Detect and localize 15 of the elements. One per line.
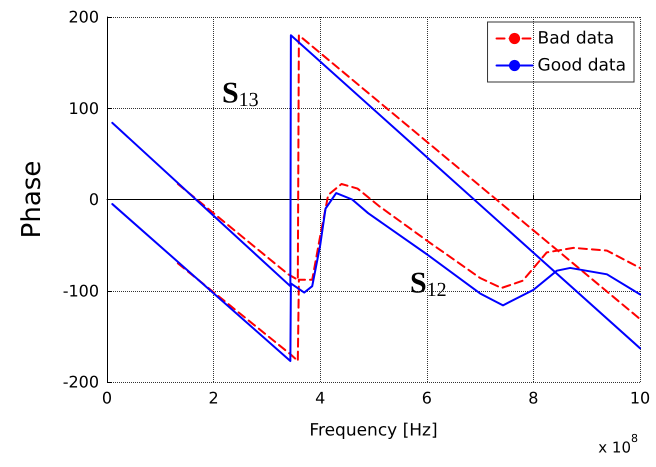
legend-label: Good data bbox=[538, 56, 626, 76]
x-tick-label: 10 bbox=[630, 388, 650, 408]
y-tick-label: 100 bbox=[68, 98, 99, 118]
y-tick-label: -200 bbox=[62, 372, 99, 392]
x-tick-label: 2 bbox=[208, 388, 219, 408]
y-tick-label: 0 bbox=[88, 190, 99, 209]
x-axis-title: Frequency [Hz] bbox=[309, 420, 438, 440]
x-tick-label: 8 bbox=[528, 388, 538, 408]
x-tick-label: 6 bbox=[422, 388, 432, 408]
y-tick-label: -100 bbox=[62, 281, 99, 300]
y-axis-title: Phase bbox=[17, 160, 47, 238]
y-tick-label: 200 bbox=[68, 8, 99, 26]
legend-label: Bad data bbox=[538, 28, 614, 48]
x-tick-label: 0 bbox=[102, 388, 112, 408]
x-tick-label: 4 bbox=[315, 388, 326, 408]
